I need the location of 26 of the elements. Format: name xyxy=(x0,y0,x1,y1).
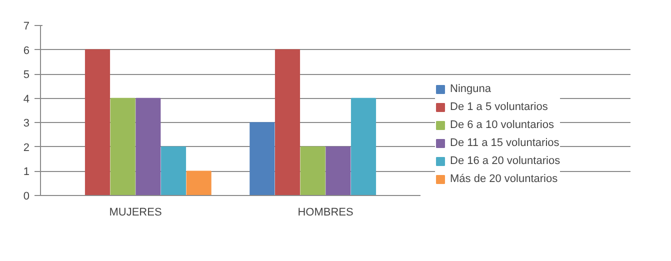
bar xyxy=(326,146,351,196)
bar xyxy=(84,49,110,196)
bar xyxy=(274,49,300,196)
y-tick-label: 7 xyxy=(23,20,30,32)
bar xyxy=(250,122,275,196)
legend-label: De 1 a 5 voluntarios xyxy=(450,101,548,113)
y-tick-label: 0 xyxy=(23,190,30,202)
y-tick-label: 5 xyxy=(23,69,30,82)
y-tick-label: 2 xyxy=(23,142,30,154)
legend-label: Ninguna xyxy=(450,83,491,95)
legend-label: De 11 a 15 voluntarios xyxy=(450,137,560,149)
bar xyxy=(186,170,212,196)
bar xyxy=(300,146,326,196)
y-tick-label: 1 xyxy=(23,166,30,178)
bar xyxy=(350,98,376,196)
x-tick-label: HOMBRES xyxy=(298,206,354,218)
legend-label: De 16 a 20 voluntarios xyxy=(450,155,560,167)
y-tick-label: 4 xyxy=(23,93,30,106)
y-tick-label: 3 xyxy=(23,118,30,130)
legend-label: Más de 20 voluntarios xyxy=(450,173,558,185)
x-tick-label: MUJERES xyxy=(109,206,162,218)
bar xyxy=(110,98,136,196)
bar xyxy=(136,98,161,196)
legend-label: De 6 a 10 voluntarios xyxy=(450,119,554,131)
bar xyxy=(160,146,186,196)
y-tick-label: 6 xyxy=(23,44,30,57)
